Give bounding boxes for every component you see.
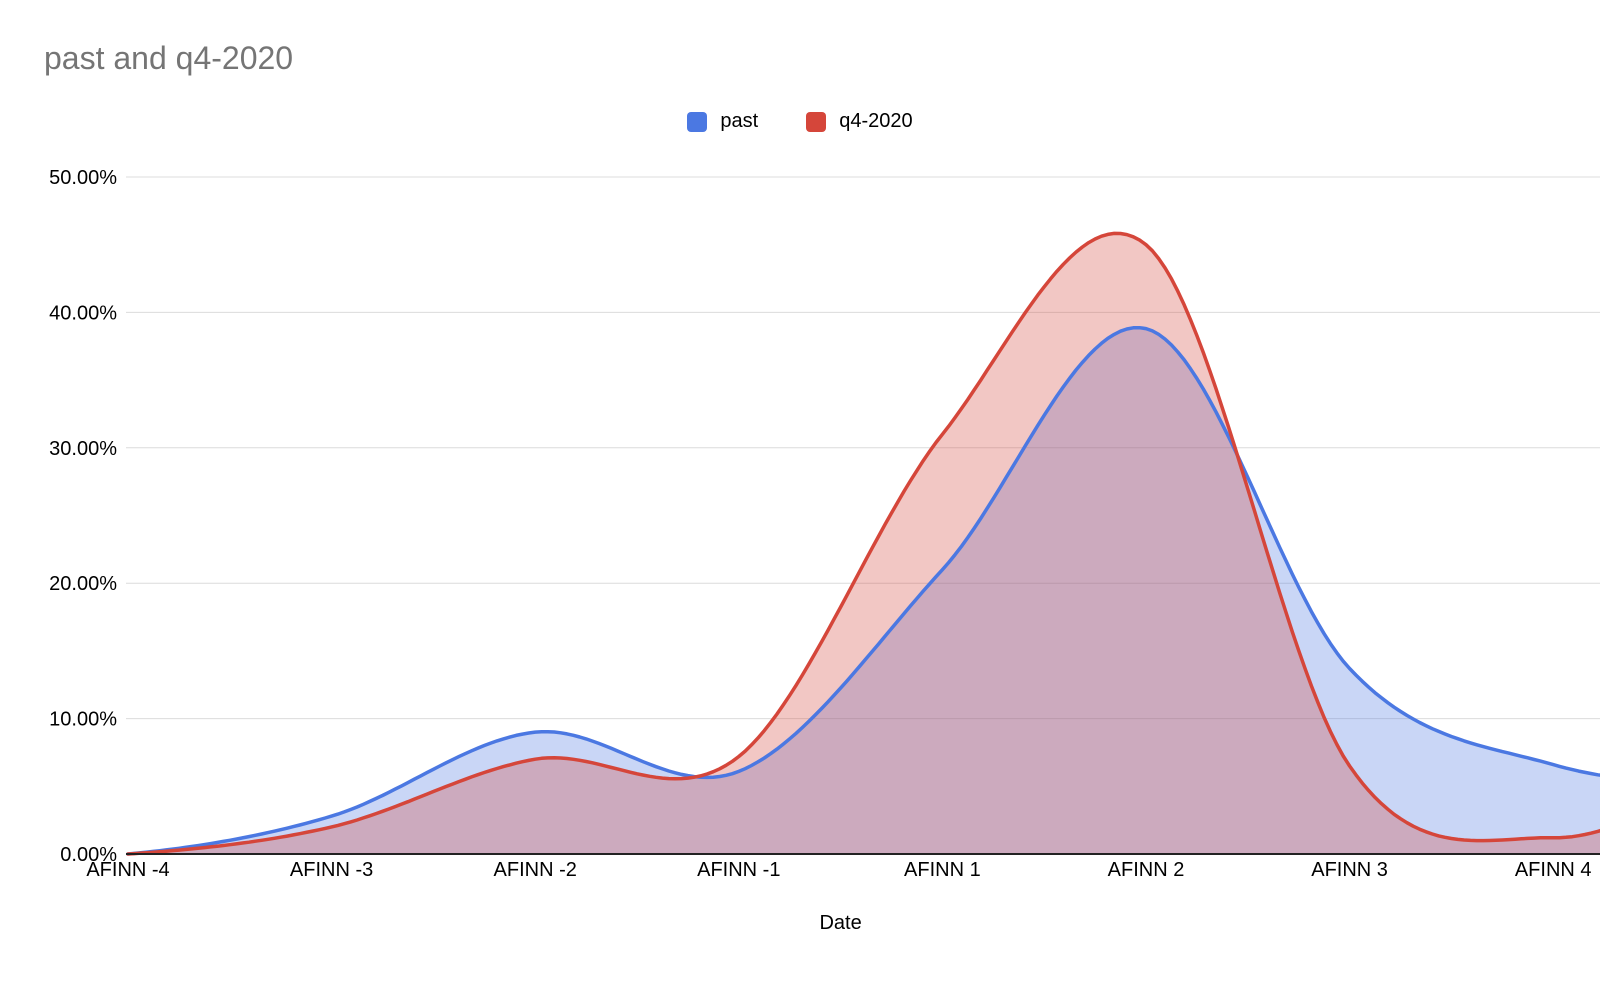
legend-item-q4-2020[interactable]: q4-2020 bbox=[806, 110, 913, 133]
x-tick-label: AFINN 3 bbox=[1311, 859, 1388, 881]
series-past-line bbox=[126, 325, 1600, 856]
chart-title: past and q4-2020 bbox=[44, 40, 294, 76]
legend-item-past[interactable]: past bbox=[687, 110, 758, 133]
x-tick-label: AFINN 2 bbox=[1108, 859, 1185, 881]
legend: past q4-2020 bbox=[0, 110, 1600, 133]
y-tick-label: 0.00% bbox=[60, 844, 117, 866]
y-tick-label: 20.00% bbox=[49, 573, 117, 595]
y-tick-label: 50.00% bbox=[49, 167, 117, 189]
x-tick-label: AFINN -1 bbox=[697, 859, 780, 881]
series-q4-2020-line bbox=[126, 231, 1600, 856]
legend-item-past-label: past bbox=[720, 110, 759, 132]
legend-swatch-q4-2020 bbox=[806, 111, 827, 132]
legend-item-q4-2020-label: q4-2020 bbox=[839, 110, 913, 132]
y-tick-label: 10.00% bbox=[49, 709, 117, 731]
series-q4-2020-area bbox=[128, 233, 1600, 854]
x-axis-title: Date bbox=[819, 912, 861, 934]
y-tick-label: 30.00% bbox=[49, 438, 117, 460]
x-tick-label: AFINN -3 bbox=[290, 859, 373, 881]
x-tick-label: AFINN 1 bbox=[904, 859, 981, 881]
legend-swatch-past bbox=[687, 111, 708, 132]
x-tick-label: AFINN -2 bbox=[494, 859, 577, 881]
y-tick-label: 40.00% bbox=[49, 302, 117, 324]
series-past-area bbox=[128, 327, 1600, 854]
x-tick-label: AFINN 4 bbox=[1515, 859, 1592, 881]
x-tick-label: AFINN -4 bbox=[86, 859, 169, 881]
